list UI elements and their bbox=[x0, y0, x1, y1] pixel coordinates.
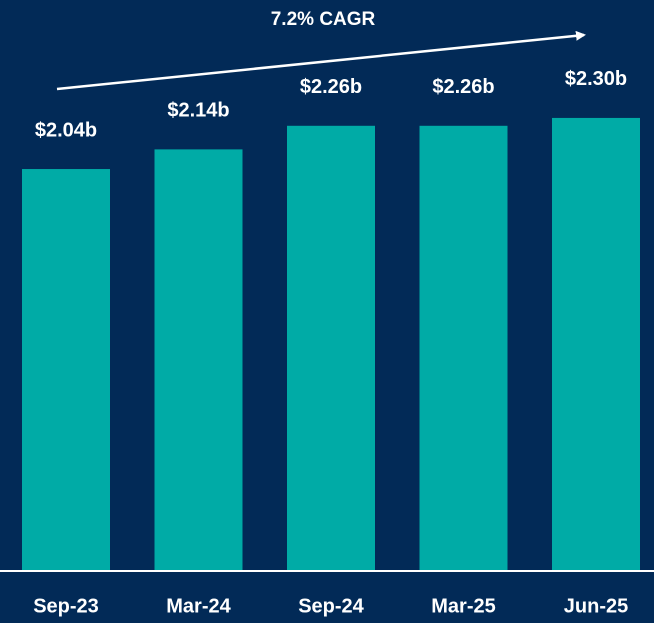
value-label: $2.04b bbox=[35, 119, 97, 141]
value-label: $2.26b bbox=[432, 76, 494, 98]
bar bbox=[419, 125, 508, 571]
x-tick-label: Sep-23 bbox=[33, 595, 99, 617]
bar bbox=[552, 117, 640, 571]
value-label: $2.14b bbox=[167, 100, 229, 122]
cagr-annotation: 7.2% CAGR bbox=[271, 9, 376, 30]
x-tick-label: Mar-25 bbox=[431, 595, 495, 617]
x-tick-label: Mar-24 bbox=[166, 595, 231, 617]
bar bbox=[287, 125, 375, 571]
value-label: $2.30b bbox=[565, 68, 627, 90]
bar bbox=[154, 149, 243, 570]
bar bbox=[22, 169, 110, 570]
x-tick-label: Jun-25 bbox=[564, 595, 628, 617]
x-tick-label: Sep-24 bbox=[298, 595, 364, 617]
value-label: $2.26b bbox=[300, 76, 362, 98]
cagr-arrow bbox=[56, 30, 586, 91]
